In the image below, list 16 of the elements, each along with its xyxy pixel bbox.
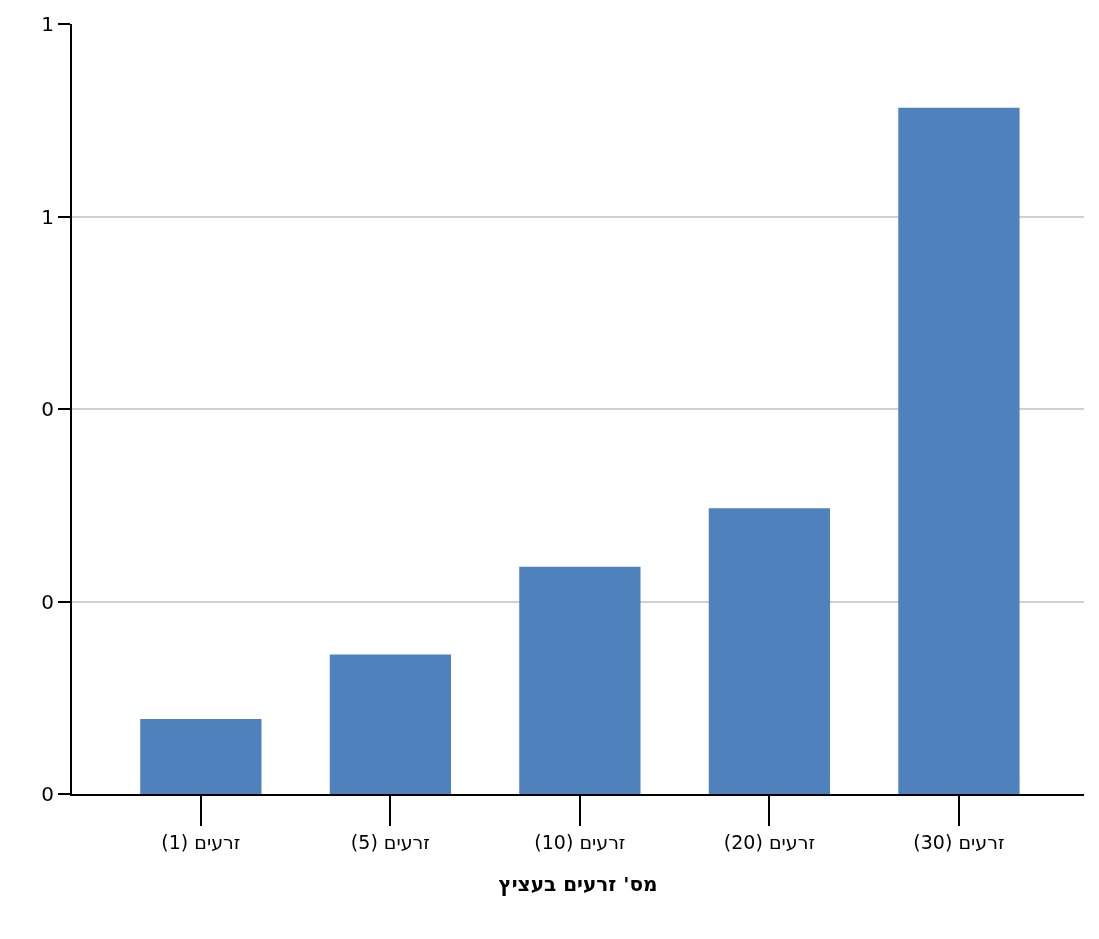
bar [329, 654, 452, 794]
x-tick-label: זרעים (10) [534, 830, 626, 853]
y-tick-label: 0 [41, 589, 54, 614]
y-tick-label: 1 [41, 204, 54, 229]
x-axis-title: מס' זרעים בעציץ [498, 871, 658, 896]
x-tick-label: זרעים (30) [913, 830, 1005, 853]
bar [519, 566, 641, 794]
x-tick-label: זרעים (5) [350, 830, 430, 853]
x-tick-label: זרעים (1) [161, 830, 241, 853]
y-tick-label: 0 [41, 397, 54, 421]
y-tick-label: 1 [41, 12, 54, 36]
x-tick-label: זרעים (20) [723, 830, 815, 853]
bar [708, 508, 831, 794]
bar [898, 107, 1020, 794]
bar [140, 718, 262, 794]
y-tick-label: 0 [41, 782, 54, 806]
